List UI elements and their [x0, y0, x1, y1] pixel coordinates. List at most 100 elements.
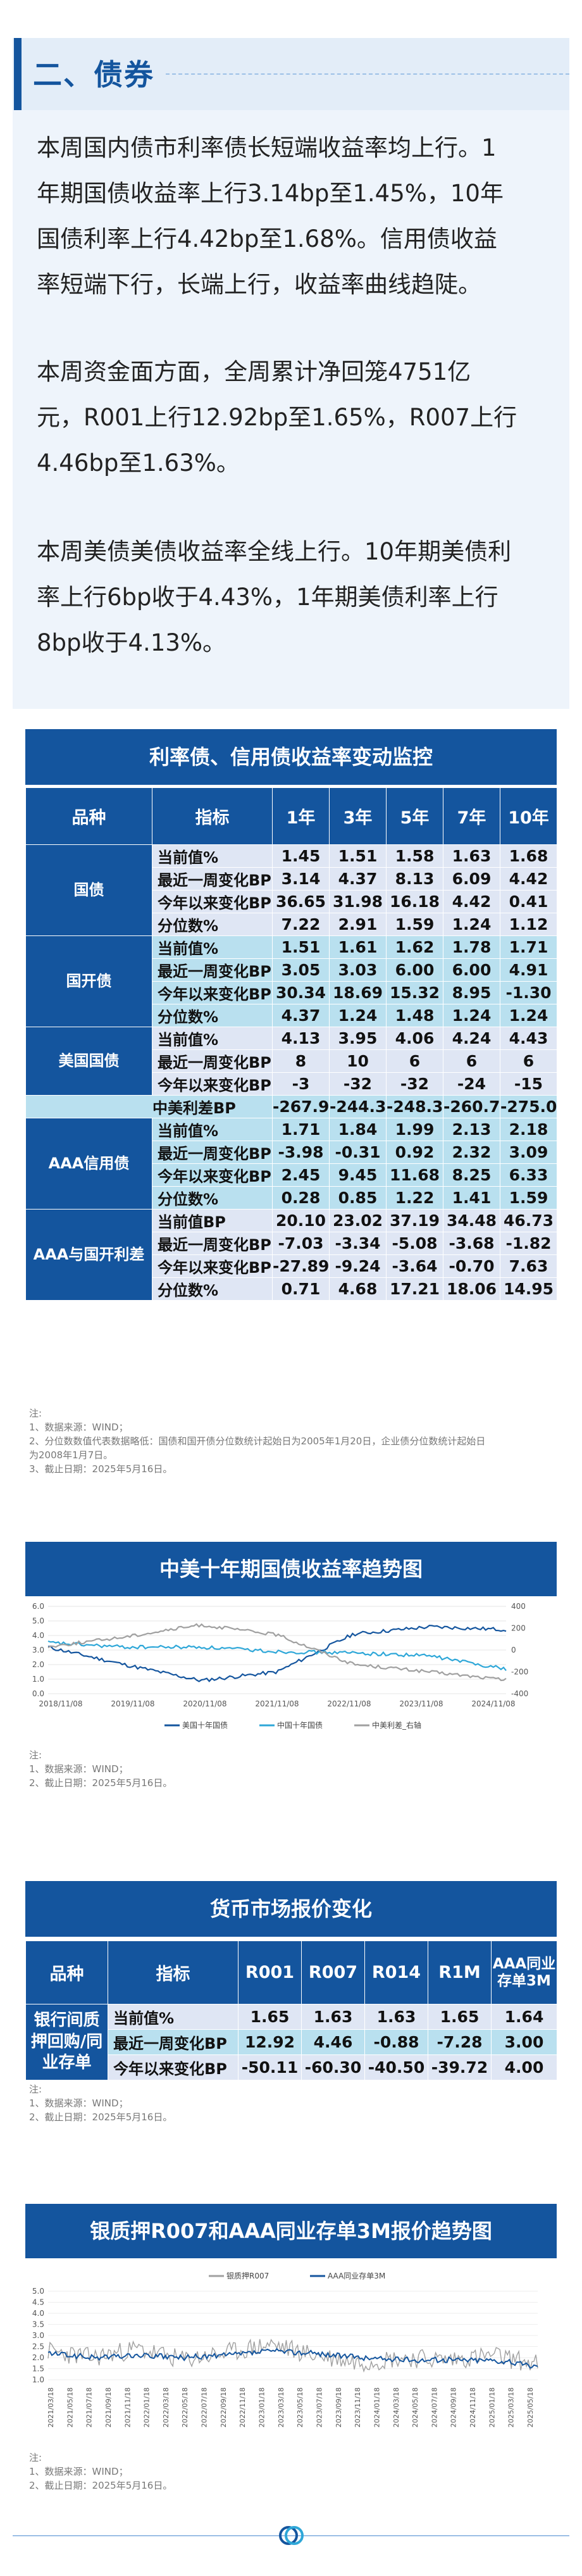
x-tick-label: 2023/05/18 — [296, 2387, 304, 2427]
x-tick-label: 2021/07/18 — [85, 2387, 94, 2427]
y-tick-label: 4.0 — [32, 2309, 44, 2318]
table-cell: 46.73 — [500, 1209, 557, 1232]
table-row: 分位数% 0.71 4.68 17.21 18.06 14.95 — [26, 1277, 557, 1301]
table-row: 今年以来变化BP 2.45 9.45 11.68 8.25 6.33 — [26, 1163, 557, 1187]
note-line: 1、数据来源：WIND； — [29, 2466, 128, 2477]
y2-tick-label: -200 — [511, 1668, 528, 1677]
column-header: 指标 — [108, 1941, 238, 2004]
table-row: 最近一周变化BP -7.03 -3.34 -5.08 -3.68 -1.82 — [26, 1232, 557, 1255]
x-tick-label: 2021/03/18 — [47, 2387, 55, 2427]
table-cell: 4.37 — [272, 1004, 330, 1027]
x-tick-label: 2025/03/18 — [507, 2387, 516, 2427]
note-line: 1、数据来源：WIND； — [29, 2098, 128, 2109]
table-cell: 11.68 — [386, 1163, 443, 1187]
column-header: 1年 — [272, 787, 330, 845]
x-tick-label: 2018/11/08 — [39, 1699, 82, 1708]
table-cell: 3.09 — [500, 1141, 557, 1164]
table-row: 今年以来变化BP 36.65 31.98 16.18 4.42 0.41 — [26, 890, 557, 913]
table-cell: 1.63 — [301, 2004, 365, 2030]
table-cell: 1.24 — [443, 1004, 500, 1027]
table-row: 银行间质押回购/同业存单 当前值% 1.65 1.63 1.63 1.65 1.64 — [25, 2004, 557, 2080]
table-cell: 1.48 — [386, 1004, 443, 1027]
table-cell: 1.99 — [386, 1118, 443, 1141]
table-cell: -275.07 — [500, 1095, 557, 1118]
table-cell: 1.65 — [428, 2004, 492, 2030]
table-cell: -27.89 — [272, 1254, 330, 1278]
table-cell: -7.28 — [428, 2029, 492, 2055]
table-cell: 0.28 — [272, 1186, 330, 1210]
table-cell: 6.00 — [386, 958, 443, 982]
table-cell: -1.30 — [500, 981, 557, 1004]
x-tick-label: 2023/11/08 — [399, 1699, 443, 1708]
table-cell: 6.09 — [443, 867, 500, 891]
row-group-label: AAA与国开利差 — [25, 1209, 152, 1301]
table-cell: 4.24 — [443, 1027, 500, 1050]
paragraph-line: 本周国内债市利率债长短端收益率均上行。1 — [37, 134, 497, 161]
note-line: 注: — [29, 1408, 42, 1419]
table-cell: 16.18 — [386, 890, 443, 913]
table-cell: 4.42 — [500, 867, 557, 891]
y-tick-label: 4.5 — [32, 2298, 44, 2307]
table-cell: 8.13 — [386, 867, 443, 891]
x-tick-label: 2024/09/18 — [450, 2387, 458, 2427]
note-line: 注: — [29, 2452, 42, 2463]
table-cell: 7.63 — [500, 1254, 557, 1278]
table-cell: 1.24 — [443, 913, 500, 936]
table-row: 今年以来变化BP -27.89 -9.24 -3.64 -0.70 7.63 — [26, 1254, 557, 1278]
table-cell: 3.03 — [329, 958, 387, 982]
table-cell: 4.00 — [491, 2054, 557, 2080]
y-tick-label: 2.0 — [32, 2353, 44, 2362]
row-group-label: 国开债 — [25, 935, 152, 1027]
table-cell: 1.45 — [272, 844, 330, 868]
row-label: 最近一周变化BP — [152, 1141, 273, 1164]
row-label: 中美利差BP — [25, 1095, 273, 1118]
table-cell: -7.03 — [272, 1232, 330, 1255]
table-cell: 14.95 — [500, 1277, 557, 1301]
row-label: 分位数% — [152, 1186, 273, 1210]
table-cell: 17.21 — [386, 1277, 443, 1301]
y-tick-label: 4.0 — [32, 1631, 44, 1640]
table-row: 今年以来变化BP -50.11 -60.30 -40.50 -39.72 4.00 — [26, 2054, 557, 2080]
table-cell: 4.46 — [301, 2029, 365, 2055]
y-tick-label: 1.0 — [32, 2375, 44, 2384]
table-cell: -260.71 — [443, 1095, 500, 1118]
table-cell: -0.31 — [329, 1141, 387, 1164]
table-cell: 1.59 — [386, 913, 443, 936]
table1-notes: 注: 1、数据来源：WIND； 2、分位数数值代表数据略低：国债和国开债分位数统计起… — [29, 1406, 485, 1476]
table-cell: 9.45 — [329, 1163, 387, 1187]
table-cell: 1.51 — [272, 935, 330, 959]
series-line — [47, 1623, 507, 1682]
chart1-notes: 注: 1、数据来源：WIND； 2、截止日期：2025年5月16日。 — [29, 1748, 172, 1790]
table-cell: 30.34 — [272, 981, 330, 1004]
table-cell: 0.85 — [329, 1186, 387, 1210]
x-tick-label: 2024/01/18 — [373, 2387, 381, 2427]
row-label: 今年以来变化BP — [152, 981, 273, 1004]
table-cell: -3.68 — [443, 1232, 500, 1255]
column-header: 品种 — [25, 1941, 108, 2004]
row-label: 今年以来变化BP — [152, 1254, 273, 1278]
y-tick-label: 0.0 — [32, 1689, 44, 1698]
row-label: 最近一周变化BP — [152, 1232, 273, 1255]
note-line: 注: — [29, 2084, 42, 2095]
money-market-table: 品种 指标 R001 R007 R014 R1M AAA同业存单3M 银行间质押回购/同业存… — [25, 1941, 557, 2080]
table-row: 国开债 当前值% 1.51 1.61 1.62 1.78 1.71 — [25, 935, 557, 1027]
paragraph-line: 元，R001上行12.92bp至1.65%，R007上行 — [37, 404, 517, 431]
table-row: 最近一周变化BP 3.14 4.37 8.13 6.09 4.42 — [26, 867, 557, 891]
table-cell: 1.63 — [364, 2004, 428, 2030]
paragraph-line: 年期国债收益率上行3.14bp至1.45%，10年 — [37, 180, 504, 207]
table-cell: 6 — [500, 1049, 557, 1073]
series-line — [47, 1624, 507, 1683]
table-cell: 1.84 — [329, 1118, 387, 1141]
table-cell: 1.68 — [500, 844, 557, 868]
legend-label: 银质押R007 — [226, 2272, 269, 2280]
table-row: 中美利差BP-267.92-244.30-248.30-260.71-275.0… — [25, 1095, 557, 1118]
table-cell: 4.68 — [329, 1277, 387, 1301]
column-header: R001 — [238, 1941, 302, 2004]
x-tick-label: 2024/07/18 — [430, 2387, 438, 2427]
y-tick-label: 3.0 — [32, 2331, 44, 2340]
column-header: 品种 — [25, 787, 152, 845]
note-line: 1、数据来源：WIND； — [29, 1763, 128, 1775]
note-line: 3、截止日期：2025年5月16日。 — [29, 1463, 173, 1475]
table-cell: -5.08 — [386, 1232, 443, 1255]
